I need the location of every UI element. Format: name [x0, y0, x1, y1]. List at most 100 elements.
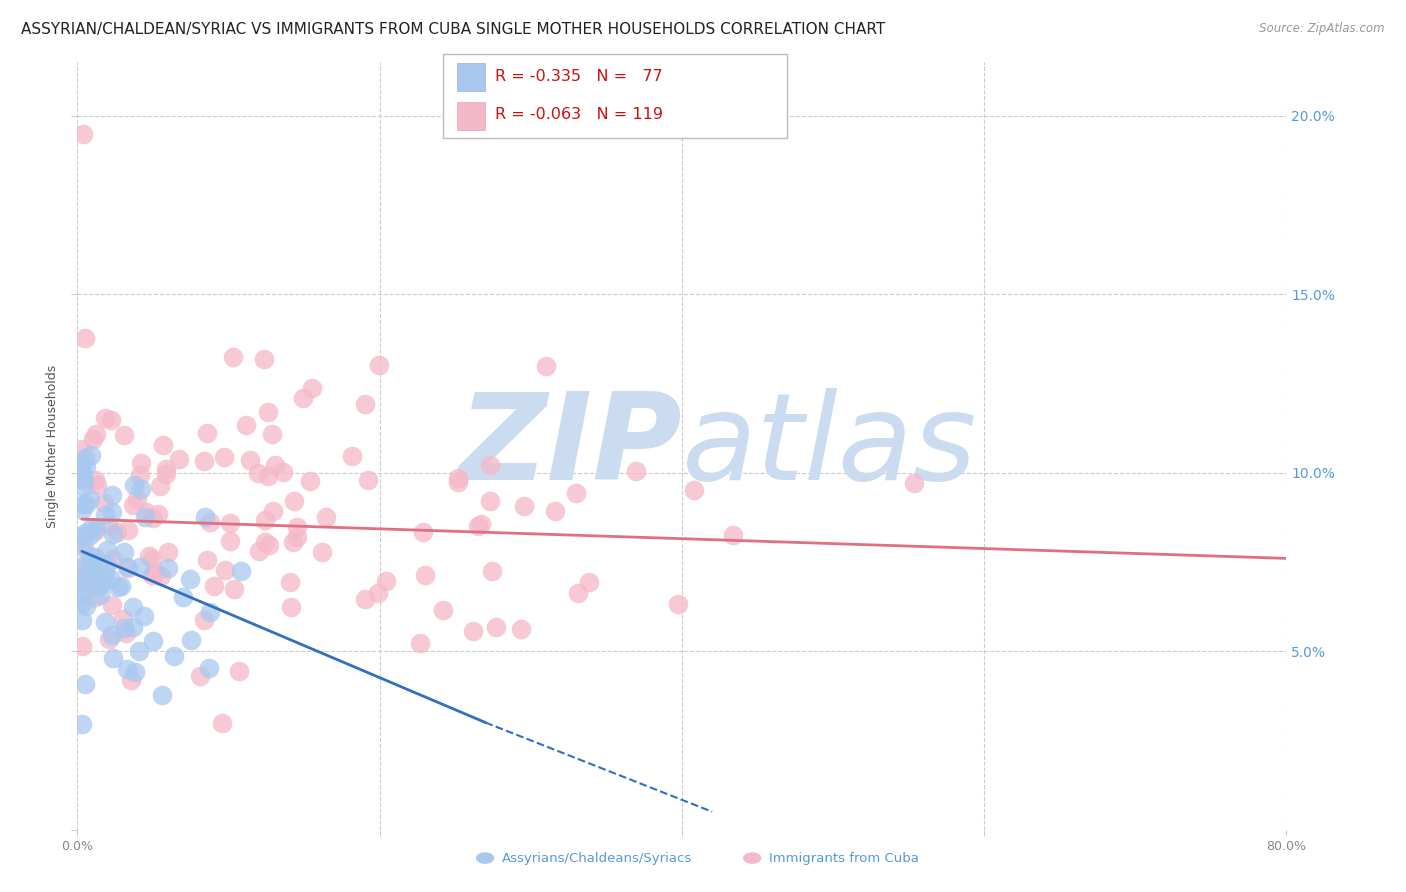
- Point: [481, 564, 503, 578]
- Point: [82, 550, 104, 565]
- Point: [122, 599, 145, 614]
- Point: [70, 574, 93, 588]
- Point: [278, 575, 301, 590]
- Point: [470, 516, 492, 531]
- Point: [544, 504, 567, 518]
- Point: [271, 465, 294, 479]
- Point: [79, 566, 101, 580]
- Point: [134, 510, 156, 524]
- Point: [485, 620, 508, 634]
- Point: [70, 530, 93, 544]
- Point: [75, 599, 97, 613]
- Text: ASSYRIAN/CHALDEAN/SYRIAC VS IMMIGRANTS FROM CUBA SINGLE MOTHER HOUSEHOLDS CORREL: ASSYRIAN/CHALDEAN/SYRIAC VS IMMIGRANTS F…: [21, 22, 886, 37]
- Point: [87, 579, 110, 593]
- Point: [70, 589, 93, 603]
- Point: [129, 456, 152, 470]
- Point: [142, 511, 165, 525]
- Point: [70, 456, 93, 470]
- Point: [188, 669, 211, 683]
- Point: [132, 609, 155, 624]
- Point: [353, 397, 375, 411]
- Point: [89, 577, 111, 591]
- Point: [89, 588, 111, 602]
- Point: [194, 510, 217, 524]
- Point: [79, 554, 101, 568]
- Point: [94, 615, 117, 630]
- Point: [260, 427, 283, 442]
- Point: [93, 410, 115, 425]
- Point: [146, 507, 169, 521]
- Point: [253, 351, 276, 366]
- Point: [70, 561, 93, 575]
- Point: [84, 565, 107, 579]
- Text: Immigrants from Cuba: Immigrants from Cuba: [769, 852, 920, 864]
- Point: [578, 575, 600, 590]
- Point: [256, 405, 278, 419]
- Point: [152, 688, 174, 702]
- Point: [128, 559, 150, 574]
- Point: [256, 469, 278, 483]
- Point: [105, 525, 128, 540]
- Point: [152, 438, 174, 452]
- Point: [340, 449, 363, 463]
- Point: [122, 619, 145, 633]
- Point: [214, 450, 236, 464]
- Point: [311, 544, 333, 558]
- Point: [129, 467, 152, 482]
- Point: [211, 715, 233, 730]
- Point: [135, 505, 157, 519]
- Point: [195, 425, 218, 440]
- Point: [89, 564, 111, 578]
- Point: [112, 620, 135, 634]
- Point: [903, 475, 925, 490]
- Point: [254, 513, 277, 527]
- Point: [70, 540, 93, 554]
- Point: [721, 528, 744, 542]
- Point: [115, 560, 138, 574]
- Point: [86, 478, 108, 492]
- Point: [70, 716, 93, 731]
- Point: [222, 582, 245, 596]
- Text: Assyrians/Chaldeans/Syriacs: Assyrians/Chaldeans/Syriacs: [502, 852, 692, 864]
- Point: [129, 482, 152, 496]
- Point: [110, 579, 132, 593]
- Point: [683, 483, 706, 497]
- Point: [193, 614, 215, 628]
- Point: [461, 624, 484, 639]
- Point: [214, 564, 236, 578]
- Point: [120, 673, 142, 687]
- Point: [75, 575, 97, 590]
- Point: [70, 442, 93, 456]
- Point: [127, 491, 149, 506]
- Point: [198, 661, 221, 675]
- Point: [70, 465, 93, 479]
- Y-axis label: Single Mother Households: Single Mother Households: [45, 364, 59, 528]
- Point: [172, 591, 194, 605]
- Point: [447, 475, 470, 489]
- Point: [107, 580, 129, 594]
- Point: [112, 428, 135, 442]
- Point: [112, 545, 135, 559]
- Point: [624, 464, 647, 478]
- Point: [262, 504, 284, 518]
- Point: [80, 521, 103, 535]
- Point: [467, 519, 489, 533]
- Point: [115, 626, 138, 640]
- Point: [247, 466, 270, 480]
- Text: atlas: atlas: [682, 387, 977, 505]
- Point: [117, 523, 139, 537]
- Point: [235, 418, 257, 433]
- Point: [73, 558, 96, 573]
- Point: [72, 480, 94, 494]
- Point: [285, 520, 308, 534]
- Point: [283, 493, 305, 508]
- Point: [84, 473, 107, 487]
- Text: R = -0.335   N =   77: R = -0.335 N = 77: [495, 70, 662, 85]
- Point: [150, 569, 173, 583]
- Point: [75, 497, 97, 511]
- Point: [101, 505, 124, 519]
- Point: [83, 550, 105, 565]
- Point: [70, 470, 93, 484]
- Point: [79, 491, 101, 506]
- Text: Source: ZipAtlas.com: Source: ZipAtlas.com: [1260, 22, 1385, 36]
